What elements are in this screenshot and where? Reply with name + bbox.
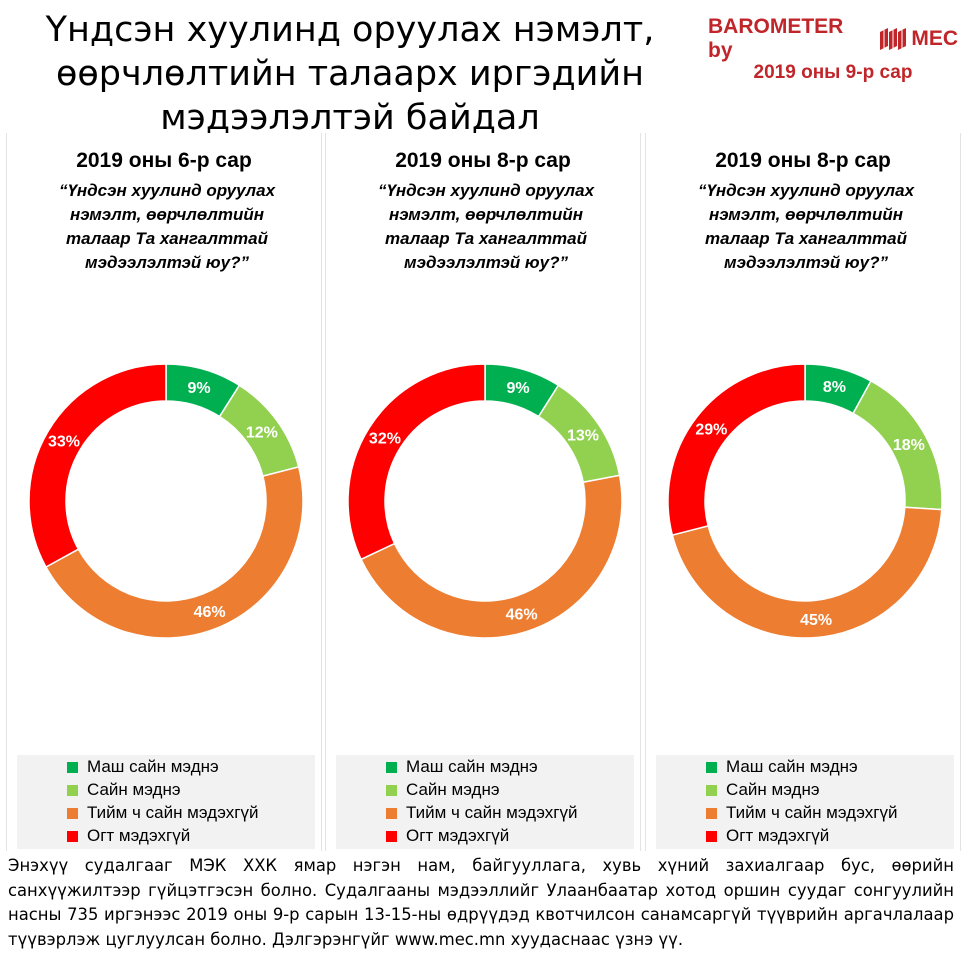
chart-title: 2019 оны 8-р сар bbox=[395, 149, 571, 172]
legend-label: Маш сайн мэднэ bbox=[726, 757, 858, 776]
mec-logo-icon bbox=[878, 26, 908, 52]
legend-swatch bbox=[386, 784, 397, 796]
slice-not-at-all bbox=[667, 363, 806, 536]
legend-swatch bbox=[386, 807, 397, 819]
chart-question: “Үндсэн хуулинд оруулах нэмэлт, өөрчлөлт… bbox=[697, 181, 915, 272]
legend-label: Маш сайн мэднэ bbox=[406, 757, 538, 776]
footer-note: Энэхүү судалгааг МЭК ХХК ямар нэгэн нам,… bbox=[8, 856, 954, 949]
legend-item: Сайн мэднэ bbox=[67, 780, 181, 800]
brand-label: BAROMETER by bbox=[708, 15, 844, 62]
legend-swatch bbox=[706, 830, 717, 842]
legend-label: Огт мэдэхгүй bbox=[726, 826, 830, 845]
chart-legend: Маш сайн мэднэ Сайн мэднэ Тийм ч сайн мэдэ… bbox=[17, 755, 315, 849]
brand-suffix: MEC bbox=[911, 27, 958, 50]
legend-label: Сайн мэднэ bbox=[87, 780, 181, 799]
data-label: 45% bbox=[800, 612, 832, 629]
chart-legend: Маш сайн мэднэ Сайн мэднэ Тийм ч сайн мэдэ… bbox=[656, 755, 954, 849]
legend-swatch bbox=[706, 784, 717, 796]
legend-swatch bbox=[706, 761, 717, 773]
title-line: өөрчлөлтийн талаарх иргэдийн bbox=[55, 54, 645, 94]
data-label: 18% bbox=[893, 437, 925, 454]
data-label: 46% bbox=[194, 604, 226, 621]
legend-swatch bbox=[67, 761, 78, 773]
legend-item: Маш сайн мэднэ bbox=[706, 757, 858, 777]
legend-label: Огт мэдэхгүй bbox=[406, 826, 510, 845]
page-title: Үндсэн хуулинд оруулах нэмэлт, өөрчлөлти… bbox=[40, 8, 660, 140]
title-line: мэдээлэлтэй байдал bbox=[160, 98, 540, 138]
legend-item: Сайн мэднэ bbox=[706, 780, 820, 800]
donut-chart: 9% 13% 46% 32% bbox=[347, 363, 623, 639]
data-label: 12% bbox=[246, 424, 278, 441]
legend-swatch bbox=[67, 807, 78, 819]
legend-label: Тийм ч сайн мэдэхгүй bbox=[726, 803, 898, 822]
donut-chart: 8% 18% 45% 29% bbox=[667, 363, 943, 639]
data-label: 9% bbox=[506, 380, 529, 397]
legend-label: Сайн мэднэ bbox=[406, 780, 500, 799]
legend-item: Маш сайн мэднэ bbox=[386, 757, 538, 777]
legend-item: Огт мэдэхгүй bbox=[67, 826, 190, 846]
brand-header: BAROMETER by MEC bbox=[708, 15, 958, 62]
legend-item: Тийм ч сайн мэдэхгүй bbox=[706, 803, 897, 823]
legend-label: Маш сайн мэднэ bbox=[87, 757, 219, 776]
legend-item: Тийм ч сайн мэдэхгүй bbox=[386, 803, 577, 823]
legend-item: Огт мэдэхгүй bbox=[386, 826, 509, 846]
data-label: 46% bbox=[506, 607, 538, 624]
legend-swatch bbox=[67, 784, 78, 796]
data-label: 32% bbox=[369, 431, 401, 448]
chart-question: “Үндсэн хуулинд оруулах нэмэлт, өөрчлөлт… bbox=[377, 181, 595, 272]
data-label: 8% bbox=[823, 379, 846, 396]
slice-not-at-all bbox=[28, 363, 167, 569]
legend-swatch bbox=[386, 761, 397, 773]
donut-chart: 9% 12% 46% 33% bbox=[28, 363, 304, 639]
survey-period: 2019 оны 9-р сар bbox=[753, 62, 913, 83]
chart-panel-june: 2019 оны 6-р сар “Үндсэн хуулинд оруулах… bbox=[6, 133, 322, 851]
legend-label: Тийм ч сайн мэдэхгүй bbox=[87, 803, 259, 822]
legend-swatch bbox=[67, 830, 78, 842]
chart-legend: Маш сайн мэднэ Сайн мэднэ Тийм ч сайн мэдэ… bbox=[336, 755, 634, 849]
legend-swatch bbox=[706, 807, 717, 819]
slice-not-well bbox=[360, 474, 623, 639]
legend-swatch bbox=[386, 830, 397, 842]
legend-label: Огт мэдэхгүй bbox=[87, 826, 191, 845]
title-line: Үндсэн хуулинд оруулах нэмэлт, bbox=[45, 10, 655, 50]
chart-question: “Үндсэн хуулинд оруулах нэмэлт, өөрчлөлт… bbox=[58, 181, 276, 272]
data-label: 9% bbox=[187, 380, 210, 397]
chart-panel-august-2: 2019 оны 8-р сар “Үндсэн хуулинд оруулах… bbox=[645, 133, 961, 851]
legend-item: Тийм ч сайн мэдэхгүй bbox=[67, 803, 258, 823]
slice-not-well bbox=[44, 466, 304, 639]
legend-label: Сайн мэднэ bbox=[726, 780, 820, 799]
chart-title: 2019 оны 6-р сар bbox=[76, 149, 252, 172]
legend-item: Огт мэдэхгүй bbox=[706, 826, 829, 846]
slice-not-at-all bbox=[347, 363, 486, 561]
slice-not-well bbox=[671, 506, 943, 639]
data-label: 29% bbox=[695, 421, 727, 438]
chart-panel-august: 2019 оны 8-р сар “Үндсэн хуулинд оруулах… bbox=[325, 133, 641, 851]
data-label: 33% bbox=[48, 434, 80, 451]
chart-title: 2019 оны 8-р сар bbox=[715, 149, 891, 172]
legend-item: Сайн мэднэ bbox=[386, 780, 500, 800]
data-label: 13% bbox=[567, 427, 599, 444]
legend-item: Маш сайн мэднэ bbox=[67, 757, 219, 777]
legend-label: Тийм ч сайн мэдэхгүй bbox=[406, 803, 578, 822]
